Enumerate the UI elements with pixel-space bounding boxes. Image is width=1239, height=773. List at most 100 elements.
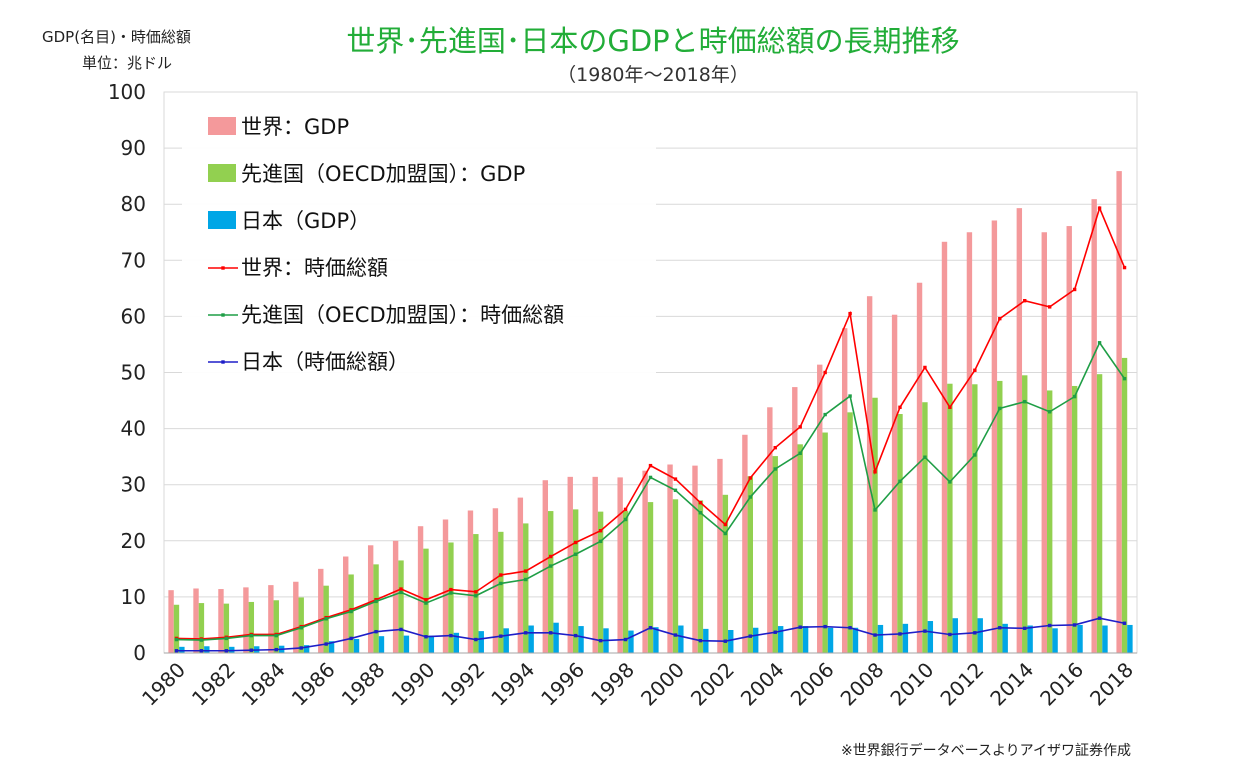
point-marker xyxy=(673,477,678,481)
bar xyxy=(453,632,460,653)
bar-series-1 xyxy=(173,357,1128,653)
line-series-2 xyxy=(174,616,1127,653)
bar xyxy=(428,635,435,653)
legend-swatch xyxy=(208,211,236,229)
bar xyxy=(378,636,385,653)
point-marker xyxy=(324,642,328,646)
legend-item: 世界：時価総額 xyxy=(208,256,388,280)
point-marker xyxy=(698,638,703,643)
point-marker xyxy=(474,590,478,594)
legend-label: 先進国（OECD加盟国）：GDP xyxy=(241,162,525,186)
x-tick-label: 1994 xyxy=(486,658,539,711)
legend-label: 日本（時価総額） xyxy=(241,350,409,374)
x-tick-label: 2010 xyxy=(886,658,939,711)
bar xyxy=(572,509,579,653)
bar xyxy=(1071,385,1078,653)
x-tick-label: 1998 xyxy=(586,658,639,711)
bar xyxy=(348,574,354,653)
point-marker xyxy=(823,370,827,375)
bar xyxy=(916,282,923,653)
bar xyxy=(517,497,524,653)
x-tick-label: 2012 xyxy=(935,658,988,711)
bar xyxy=(672,499,679,653)
bar xyxy=(528,625,534,653)
point-marker xyxy=(948,405,952,409)
point-marker xyxy=(598,529,603,533)
bar xyxy=(268,585,274,653)
point-marker xyxy=(399,587,403,591)
point-marker xyxy=(723,639,728,643)
point-marker xyxy=(249,633,254,638)
x-tick-label: 2006 xyxy=(786,658,839,711)
point-marker xyxy=(923,455,927,459)
legend-label: 日本（GDP） xyxy=(241,209,370,233)
bar xyxy=(767,407,773,653)
point-marker xyxy=(648,475,653,480)
bar xyxy=(728,629,734,653)
bar xyxy=(173,604,180,653)
bar xyxy=(578,626,584,653)
bar xyxy=(841,328,848,653)
y-tick-label: 80 xyxy=(121,192,146,216)
bar xyxy=(877,624,884,653)
bar xyxy=(448,542,454,653)
point-marker xyxy=(798,451,802,455)
bar xyxy=(1096,374,1103,653)
point-marker xyxy=(224,636,229,641)
legend: 世界：GDP 先進国（OECD加盟国）：GDP 日本（GDP） 世界：時価総額先進国（… xyxy=(182,101,656,385)
legend-swatch xyxy=(208,117,236,135)
bar xyxy=(1102,625,1108,653)
bar xyxy=(367,545,374,653)
point-marker xyxy=(499,573,503,577)
bar xyxy=(922,402,928,653)
bar xyxy=(622,511,629,653)
bar xyxy=(827,627,834,653)
point-marker xyxy=(998,316,1002,321)
bar xyxy=(947,383,953,653)
point-marker xyxy=(1023,626,1027,631)
bar xyxy=(742,434,748,653)
bar xyxy=(1052,628,1058,653)
point-marker xyxy=(573,552,578,556)
legend-label: 先進国（OECD加盟国）：時価総額 xyxy=(241,303,564,327)
point-marker xyxy=(1122,265,1127,270)
point-marker xyxy=(898,479,902,484)
bar xyxy=(1091,199,1097,653)
bar xyxy=(822,432,828,653)
point-marker xyxy=(848,394,852,398)
point-marker xyxy=(948,480,952,484)
y-tick-label: 0 xyxy=(133,641,146,665)
point-marker xyxy=(623,507,628,512)
legend-marker xyxy=(221,360,225,364)
point-marker xyxy=(723,522,728,527)
bar xyxy=(503,628,509,653)
bar-series-0 xyxy=(168,171,1122,654)
point-marker xyxy=(748,495,752,499)
bar xyxy=(1016,208,1023,653)
bar xyxy=(542,480,549,653)
y-tick-label: 100 xyxy=(108,80,146,104)
point-marker xyxy=(499,634,503,638)
bar xyxy=(1127,624,1133,653)
bar xyxy=(1077,624,1083,653)
point-marker xyxy=(773,445,777,450)
bar xyxy=(897,414,903,653)
point-marker xyxy=(923,629,927,633)
x-tick-label: 1988 xyxy=(337,658,390,711)
y-axis-unit: 単位：兆ドル xyxy=(82,54,173,72)
point-marker xyxy=(499,581,503,586)
x-tick-label: 1982 xyxy=(187,658,240,711)
point-marker xyxy=(673,488,678,493)
bar xyxy=(847,412,853,653)
point-marker xyxy=(449,587,453,592)
point-marker xyxy=(898,405,902,409)
point-marker xyxy=(1072,623,1077,627)
bar xyxy=(478,631,484,653)
point-marker xyxy=(474,637,478,642)
point-marker xyxy=(299,626,303,630)
point-marker xyxy=(698,511,703,515)
point-marker xyxy=(673,633,678,637)
point-marker xyxy=(549,564,553,568)
bar xyxy=(1027,625,1033,653)
point-marker xyxy=(773,467,777,471)
